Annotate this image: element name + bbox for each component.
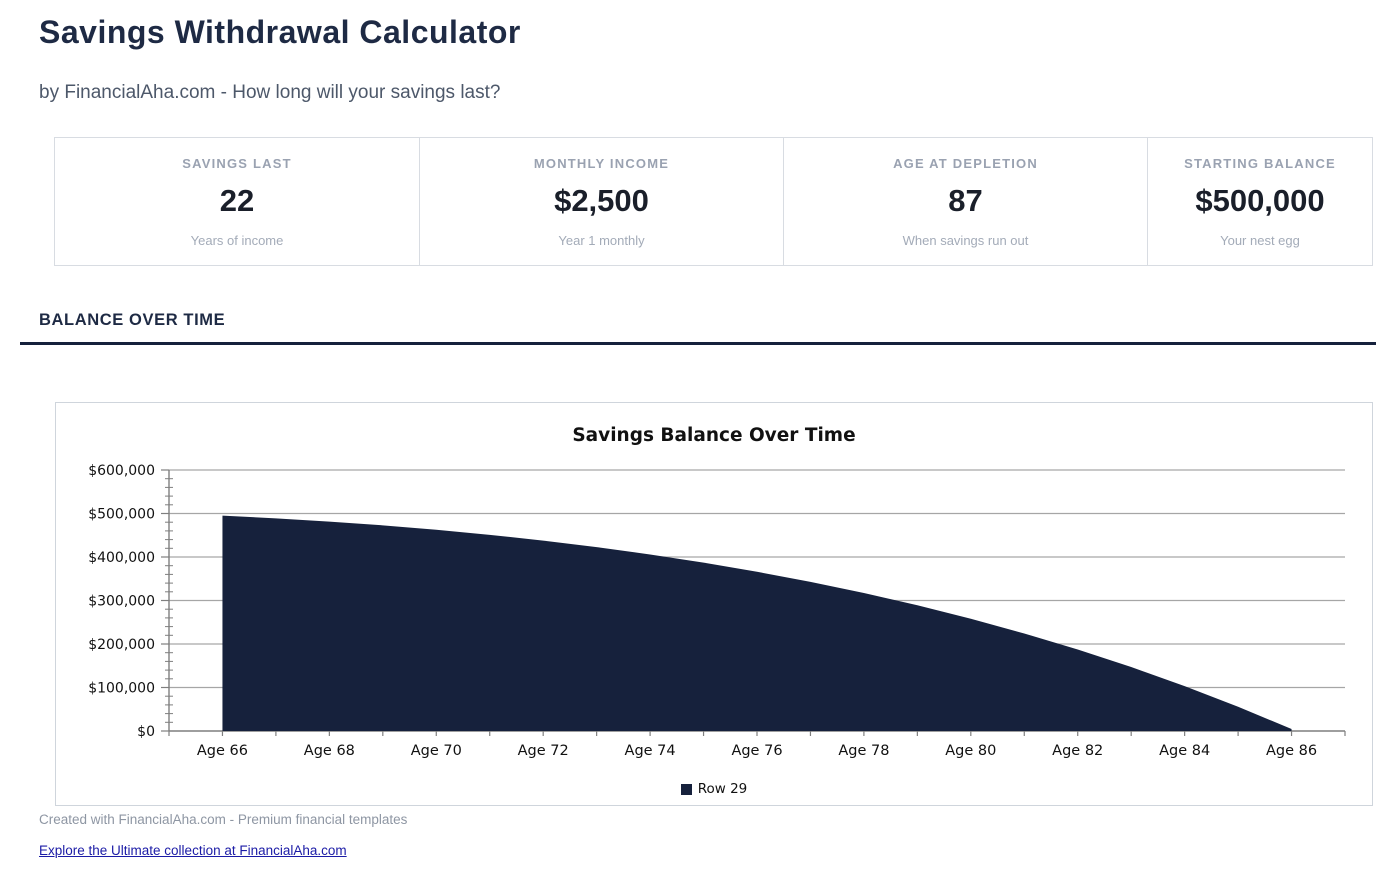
- svg-text:Age 80: Age 80: [945, 743, 996, 759]
- stat-label: AGE AT DEPLETION: [893, 155, 1038, 171]
- legend-label: Row 29: [697, 781, 748, 797]
- svg-text:Age 68: Age 68: [304, 743, 355, 759]
- stat-caption: Years of income: [190, 232, 284, 248]
- svg-text:Age 82: Age 82: [1052, 743, 1103, 759]
- stat-label: SAVINGS LAST: [182, 155, 292, 171]
- stat-value: 22: [219, 182, 255, 218]
- svg-text:Age 74: Age 74: [625, 743, 676, 759]
- footer-credit: Created with FinancialAha.com - Premium …: [39, 812, 408, 827]
- stat-caption: Your nest egg: [1220, 232, 1300, 248]
- svg-text:$200,000: $200,000: [88, 637, 155, 653]
- svg-text:Age 84: Age 84: [1159, 743, 1210, 759]
- stat-card-starting-balance: STARTING BALANCE $500,000 Your nest egg: [1147, 138, 1372, 265]
- stat-value: $500,000: [1195, 182, 1325, 218]
- svg-text:$400,000: $400,000: [88, 550, 155, 566]
- footer-explore-link[interactable]: Explore the Ultimate collection at Finan…: [39, 843, 347, 858]
- svg-text:$100,000: $100,000: [88, 681, 155, 697]
- stat-label: STARTING BALANCE: [1184, 155, 1336, 171]
- stat-label: MONTHLY INCOME: [533, 155, 670, 171]
- balance-area-chart: $0 $100,000 $200,000 $300,000 $400,000 $500,0…: [88, 463, 1346, 759]
- svg-text:$600,000: $600,000: [88, 463, 155, 479]
- stat-card-monthly-income: MONTHLY INCOME $2,500 Year 1 monthly: [419, 138, 783, 265]
- stat-caption: Year 1 monthly: [558, 232, 645, 248]
- page-subtitle: by FinancialAha.com - How long will your…: [39, 82, 501, 103]
- svg-text:$300,000: $300,000: [88, 594, 155, 610]
- legend-swatch-icon: [680, 783, 692, 795]
- chart-card: $0 $100,000 $200,000 $300,000 $400,000 $500,0…: [55, 402, 1373, 806]
- page-title: Savings Withdrawal Calculator: [39, 14, 521, 50]
- svg-text:Age 78: Age 78: [838, 743, 889, 759]
- svg-text:Age 72: Age 72: [518, 743, 569, 759]
- section-heading-balance-over-time: BALANCE OVER TIME: [39, 311, 226, 329]
- stat-card-savings-last: SAVINGS LAST 22 Years of income: [55, 138, 419, 265]
- stat-caption: When savings run out: [902, 232, 1029, 248]
- chart-legend: Row 29: [56, 781, 1372, 797]
- svg-text:$500,000: $500,000: [88, 507, 155, 523]
- stat-card-age-at-depletion: AGE AT DEPLETION 87 When savings run out: [783, 138, 1147, 265]
- stat-value: 87: [948, 182, 983, 218]
- svg-text:Age 76: Age 76: [731, 743, 782, 759]
- svg-text:Age 86: Age 86: [1266, 743, 1317, 759]
- stats-row: SAVINGS LAST 22 Years of income MONTHLY …: [54, 137, 1373, 266]
- section-divider: [20, 342, 1376, 345]
- svg-text:Age 70: Age 70: [411, 743, 462, 759]
- chart-title: Savings Balance Over Time: [572, 425, 856, 446]
- svg-text:$0: $0: [137, 724, 155, 740]
- stat-value: $2,500: [554, 182, 649, 218]
- svg-text:Age 66: Age 66: [197, 743, 248, 759]
